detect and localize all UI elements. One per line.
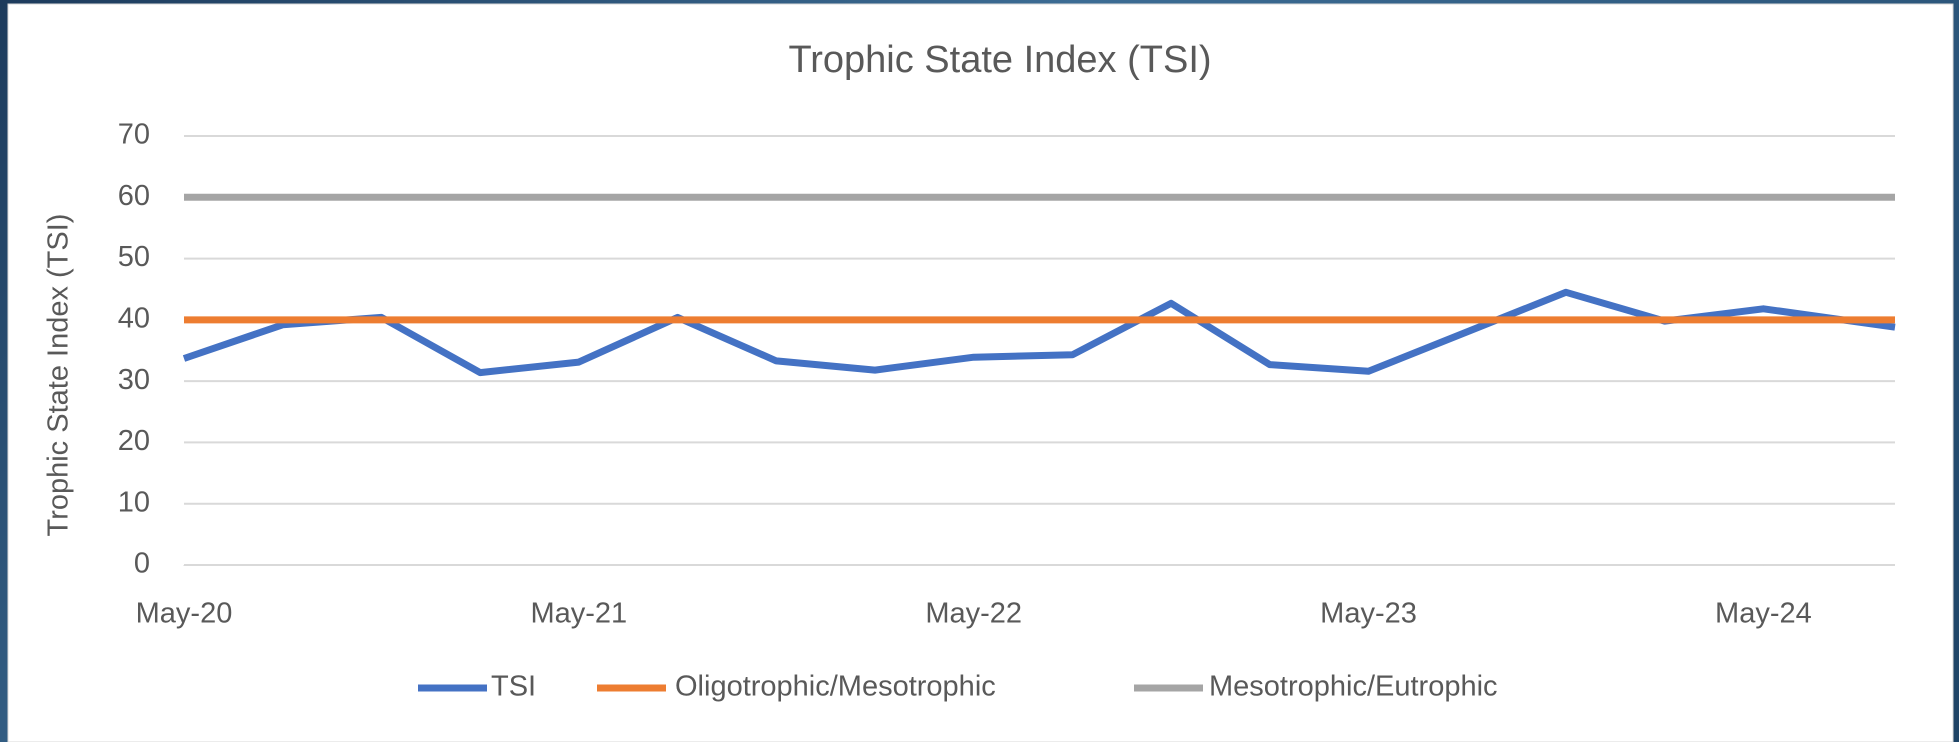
x-tick-label: May-22 bbox=[925, 598, 1022, 630]
y-tick-label: 60 bbox=[118, 180, 150, 212]
y-tick-label: 0 bbox=[134, 548, 150, 580]
y-tick-label: 70 bbox=[118, 119, 150, 151]
x-tick-label: May-20 bbox=[136, 598, 233, 630]
y-tick-label: 50 bbox=[118, 241, 150, 273]
legend-label: TSI bbox=[491, 671, 536, 703]
y-tick-label: 40 bbox=[118, 303, 150, 335]
legend-label: Oligotrophic/Mesotrophic bbox=[675, 671, 996, 703]
chart-title: Trophic State Index (TSI) bbox=[788, 39, 1211, 81]
y-tick-label: 20 bbox=[118, 425, 150, 457]
chart-area bbox=[7, 3, 1954, 742]
series-line bbox=[182, 288, 1896, 377]
legend-label: Mesotrophic/Eutrophic bbox=[1209, 671, 1498, 703]
x-tick-label: May-23 bbox=[1320, 598, 1417, 630]
y-axis-label: Trophic State Index (TSI) bbox=[43, 214, 75, 537]
x-tick-label: May-21 bbox=[530, 598, 627, 630]
y-tick-label: 30 bbox=[118, 364, 150, 396]
y-tick-label: 10 bbox=[118, 486, 150, 518]
x-tick-label: May-24 bbox=[1715, 598, 1812, 630]
